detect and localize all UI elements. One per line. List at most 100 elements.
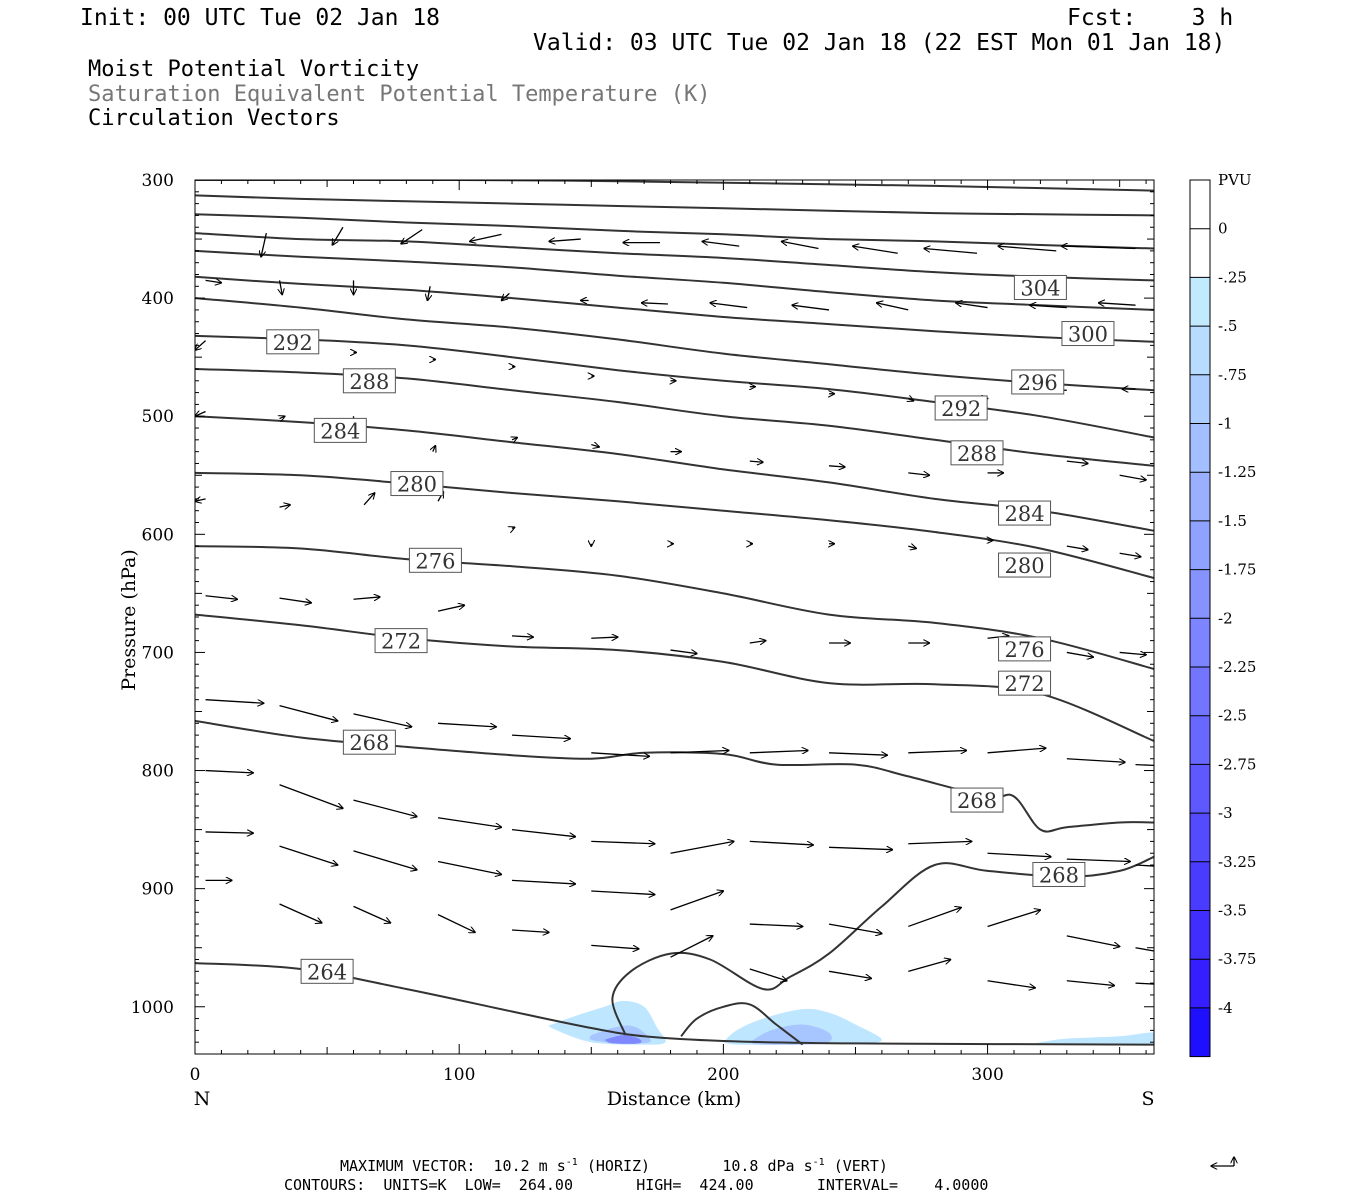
circulation-vector — [205, 771, 254, 773]
theta-contour-276 — [195, 545, 1154, 670]
circulation-vector — [591, 637, 617, 638]
circulation-vector — [987, 748, 1046, 754]
contour-label: 268 — [1039, 863, 1079, 887]
colorbar-label: -2 — [1218, 609, 1233, 627]
theta-contour-272 — [195, 613, 1154, 742]
colorbar-segment — [1190, 959, 1210, 1008]
contour-label: 276 — [415, 549, 455, 573]
axes: 0 100 200 300 300 400 500 600 700 800 900 1000 — [131, 171, 1154, 1085]
circulation-vector — [792, 305, 830, 311]
circulation-vector — [438, 722, 496, 727]
contour-label-box — [934, 395, 988, 421]
circulation-vector — [591, 752, 649, 757]
contour-label: 272 — [381, 630, 421, 654]
circulation-vector — [433, 446, 436, 452]
circulation-vector — [908, 473, 929, 475]
circulation-vector — [641, 303, 668, 304]
contour-label: 272 — [1005, 672, 1045, 696]
contour-label: 276 — [1005, 638, 1045, 662]
contour-label: 284 — [320, 419, 360, 443]
circulation-vector — [401, 229, 423, 244]
circulation-vector — [279, 845, 338, 865]
circulation-vector — [670, 650, 697, 654]
circulation-vector — [437, 605, 464, 612]
circulation-vector — [363, 493, 375, 506]
colorbar-segment — [1190, 520, 1210, 570]
circulation-vector — [261, 233, 267, 257]
colorbar-label: -2.5 — [1218, 707, 1247, 725]
y-tick-label: 500 — [142, 407, 174, 427]
colorbar-segment — [1190, 1007, 1210, 1057]
max-vector-vert-unit: (VERT) — [833, 1157, 888, 1175]
contour-label: 296 — [1018, 371, 1058, 395]
theta-contour-316 — [195, 194, 1154, 217]
circulation-vector — [195, 411, 206, 416]
max-vector-label: MAXIMUM VECTOR: — [340, 1157, 476, 1175]
circulation-vector — [908, 546, 916, 548]
x-tick-label: 100 — [443, 1065, 475, 1085]
circulation-vector — [332, 226, 344, 245]
circulation-vector — [1099, 303, 1136, 305]
contour-label: 292 — [941, 397, 981, 421]
circulation-vector — [427, 286, 430, 300]
contour-label-box — [374, 628, 428, 654]
circulation-vector — [511, 828, 575, 837]
circulation-vector — [205, 595, 238, 600]
colorbar-label: -1.25 — [1218, 463, 1256, 481]
contour-label-box — [950, 440, 1004, 466]
colorbar-label: -3.25 — [1218, 853, 1256, 871]
circulation-vector — [511, 636, 533, 637]
contour-labels: 264 268 268 268 272 272 276 276 280 280 284 284 288 2… — [266, 274, 1115, 984]
contour-label: 268 — [957, 789, 997, 813]
max-vector-horiz: 10.2 m s — [493, 1157, 566, 1175]
colorbar-segment — [1190, 277, 1210, 327]
exponent-vert: -1 — [812, 1157, 825, 1168]
theta-contour-268 — [680, 1002, 804, 1046]
circulation-vector — [511, 879, 575, 884]
circulation-vector — [908, 399, 913, 401]
circulation-vector — [591, 944, 639, 949]
field-title-vectors: Circulation Vectors — [88, 106, 340, 131]
exponent-horiz: -1 — [565, 1157, 578, 1168]
colorbar-segment — [1190, 910, 1210, 960]
circulation-vector — [205, 699, 264, 704]
contour-label-box — [998, 552, 1052, 578]
circulation-vector — [749, 641, 766, 643]
circulation-vector — [1135, 947, 1154, 952]
circulation-vector — [908, 750, 966, 752]
y-tick-label: 300 — [142, 171, 174, 191]
circulation-vector — [749, 461, 763, 462]
theta-contour-300 — [195, 275, 1154, 343]
y-tick-label: 800 — [142, 762, 174, 782]
circulation-vector — [702, 241, 740, 247]
circulation-vector — [279, 704, 338, 721]
circulation-vector — [829, 753, 887, 755]
theta-contour-308 — [195, 232, 1154, 282]
circulation-vector — [195, 499, 206, 501]
circulation-vector — [1119, 553, 1141, 557]
colorbar-segment — [1190, 472, 1210, 521]
circulation-vector — [1119, 652, 1146, 654]
circulation-vector — [1135, 763, 1154, 767]
circulation-vector — [512, 527, 515, 528]
circulation-vector — [512, 437, 517, 439]
circulation-vector — [670, 936, 713, 958]
theta-contours — [195, 180, 1154, 1046]
contour-label-box — [342, 368, 396, 394]
circulation-vector — [437, 860, 501, 874]
max-vector-horiz-unit: (HORIZ) — [586, 1157, 651, 1175]
circulation-vector — [279, 903, 322, 923]
circulation-vector — [1030, 305, 1067, 307]
circulation-vector — [549, 239, 581, 241]
circulation-vector — [908, 841, 971, 843]
circulation-vectors — [195, 226, 1154, 988]
circulation-vector — [353, 905, 391, 923]
contour-label-box — [313, 417, 367, 443]
colorbar-segment — [1190, 569, 1210, 619]
colorbar-segment — [1190, 764, 1210, 814]
circulation-vector — [279, 784, 343, 809]
pv-shading — [548, 1000, 1154, 1045]
circulation-vector — [828, 923, 882, 933]
contours-info: CONTOURS: UNITS=K LOW= 264.00 HIGH= 424.… — [284, 1176, 989, 1194]
colorbar-label: -3 — [1218, 804, 1233, 822]
